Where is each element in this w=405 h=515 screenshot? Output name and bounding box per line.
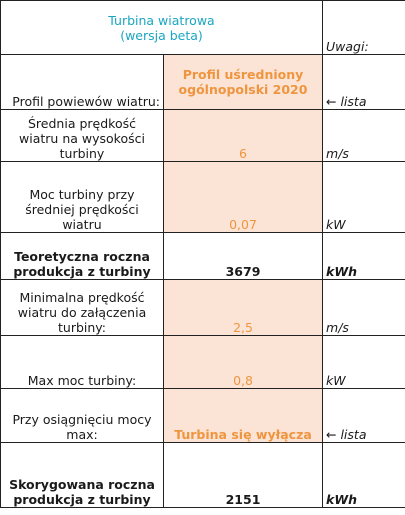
theoretical-output-label-line-1: Teoretyczna roczna [14, 249, 150, 264]
at-max-power-select[interactable]: Turbina się wyłącza [162, 388, 324, 443]
min-wind-speed-input[interactable]: 2,5 [162, 279, 324, 336]
avg-wind-speed-label-line-1: Średnia prędkość [28, 116, 136, 131]
row-min-wind-speed: Minimalna prędkość wiatru do załączenia … [0, 279, 405, 336]
turbine-power-label: Moc turbiny przy średniej prędkości wiat… [0, 161, 164, 233]
row-max-power: Max moc turbiny: 0,8 kW [0, 335, 405, 389]
theoretical-output-unit: kWh [322, 232, 405, 280]
wind-profile-note: ← lista [322, 54, 405, 110]
max-power-unit: kW [322, 335, 405, 389]
corrected-output-label-line-2: produkcja z turbiny [13, 492, 151, 507]
corrected-output-unit: kWh [322, 442, 405, 508]
theoretical-output-value: 3679 [162, 232, 324, 280]
row-corrected-output: Skorygowana roczna produkcja z turbiny 2… [0, 442, 405, 508]
at-max-power-label: Przy osiągnięciu mocy max: [0, 388, 164, 443]
row-wind-profile: Profil powiewów wiatru: Profil uśrednion… [0, 54, 405, 110]
at-max-power-note: ← lista [322, 388, 405, 443]
min-wind-speed-unit: m/s [322, 279, 405, 336]
corrected-output-label-line-1: Skorygowana roczna [9, 477, 155, 492]
at-max-power-label-line-1: Przy osiągnięciu mocy [12, 412, 152, 427]
min-wind-speed-label: Minimalna prędkość wiatru do załączenia … [0, 279, 164, 336]
wind-profile-select[interactable]: Profil uśredniony ogólnopolski 2020 [162, 54, 324, 110]
theoretical-output-label: Teoretyczna roczna produkcja z turbiny [0, 232, 164, 280]
corrected-output-label: Skorygowana roczna produkcja z turbiny [0, 442, 164, 508]
wind-profile-label: Profil powiewów wiatru: [0, 54, 164, 110]
turbine-power-label-line-2: średniej prędkości [25, 202, 139, 217]
notes-header: Uwagi: [322, 0, 405, 55]
max-power-input[interactable]: 0,8 [162, 335, 324, 389]
max-power-label: Max moc turbiny: [0, 335, 164, 389]
min-wind-speed-label-line-2: wiatru do załączenia [17, 305, 147, 320]
avg-wind-speed-label: Średnia prędkość wiatru na wysokości tur… [0, 109, 164, 162]
title-line-2: (wersja beta) [120, 27, 203, 43]
turbine-power-label-line-3: wiatru [62, 217, 102, 232]
corrected-output-value: 2151 [162, 442, 324, 508]
min-wind-speed-label-line-1: Minimalna prędkość [19, 290, 145, 305]
row-at-max-power: Przy osiągnięciu mocy max: Turbina się w… [0, 388, 405, 443]
theoretical-output-label-line-2: produkcja z turbiny [13, 264, 151, 279]
avg-wind-speed-unit: m/s [322, 109, 405, 162]
sheet-title: Turbina wiatrowa (wersja beta) [0, 0, 324, 55]
avg-wind-speed-label-line-3: turbiny [59, 146, 105, 161]
row-theoretical-output: Teoretyczna roczna produkcja z turbiny 3… [0, 232, 405, 280]
turbine-power-input[interactable]: 0,07 [162, 161, 324, 233]
wind-profile-value-line-2: ogólnopolski 2020 [178, 82, 308, 97]
turbine-power-label-line-1: Moc turbiny przy [29, 187, 135, 202]
title-line-1: Turbina wiatrowa [108, 12, 215, 28]
at-max-power-label-line-2: max: [66, 427, 98, 442]
row-turbine-power: Moc turbiny przy średniej prędkości wiat… [0, 161, 405, 233]
min-wind-speed-label-line-3: turbiny: [58, 320, 106, 335]
header-row: Turbina wiatrowa (wersja beta) Uwagi: [0, 0, 405, 55]
turbine-power-unit: kW [322, 161, 405, 233]
wind-profile-value-line-1: Profil uśredniony [182, 67, 304, 82]
avg-wind-speed-input[interactable]: 6 [162, 109, 324, 162]
row-avg-wind-speed: Średnia prędkość wiatru na wysokości tur… [0, 109, 405, 162]
avg-wind-speed-label-line-2: wiatru na wysokości [19, 131, 145, 146]
